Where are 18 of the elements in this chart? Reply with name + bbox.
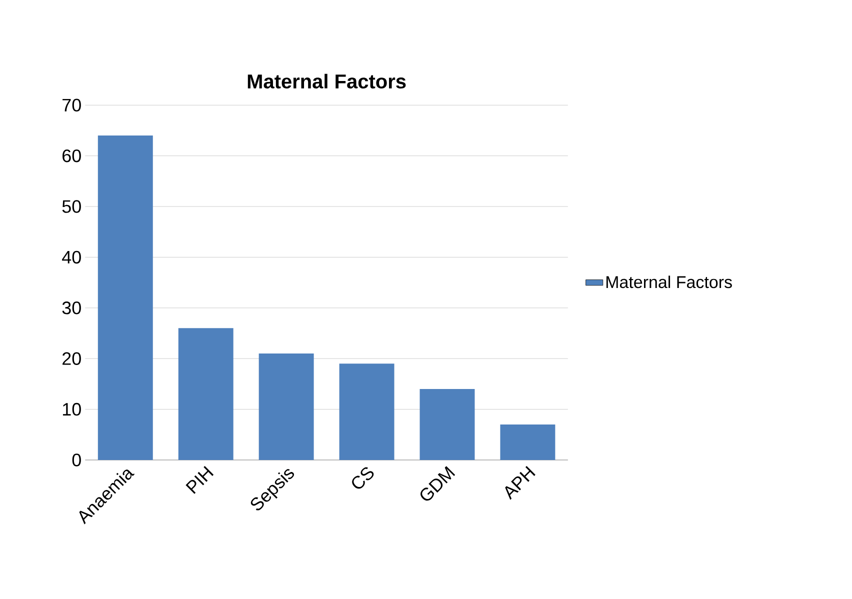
bar xyxy=(178,328,234,460)
y-tick-label: 20 xyxy=(62,352,81,365)
bar xyxy=(420,388,475,460)
bar xyxy=(339,364,394,460)
y-tick-label: 50 xyxy=(62,200,81,213)
bar xyxy=(98,136,153,460)
y-tick-label: 10 xyxy=(62,402,81,416)
legend-label: Maternal Factors xyxy=(606,276,732,288)
bar xyxy=(258,353,314,460)
chart-title: Maternal Factors xyxy=(248,74,406,88)
x-tick-label: PIH xyxy=(186,466,214,494)
y-tick-label: 30 xyxy=(62,301,81,314)
x-tick-label: CS xyxy=(352,467,374,489)
y-tick-label: 0 xyxy=(72,454,81,466)
bar xyxy=(500,424,556,460)
y-tick-label: 40 xyxy=(62,250,81,264)
y-tick-label: 70 xyxy=(62,98,81,112)
y-tick-label: 60 xyxy=(62,149,81,162)
